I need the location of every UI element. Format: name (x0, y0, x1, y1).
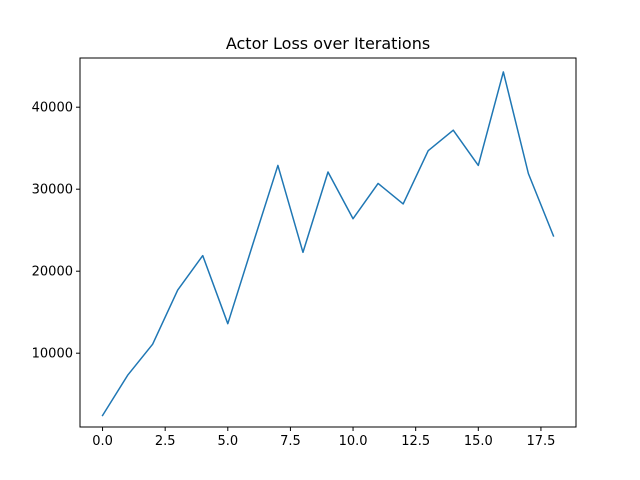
y-tick-label: 30000 (32, 183, 73, 198)
chart-title: Actor Loss over Iterations (226, 34, 430, 53)
x-tick-label: 2.5 (155, 434, 176, 449)
x-tick-label: 10.0 (339, 434, 368, 449)
y-tick-label: 10000 (32, 347, 73, 362)
x-tick-label: 17.5 (526, 434, 555, 449)
plot-area-frame (79, 57, 577, 428)
y-axis-ticks: 10000 20000 30000 40000 (32, 101, 80, 362)
x-tick-label: 7.5 (280, 434, 301, 449)
loss-series-line (101, 71, 555, 417)
x-tick-label: 0.0 (92, 434, 113, 449)
series-layer (101, 71, 555, 417)
x-tick-label: 12.5 (401, 434, 430, 449)
y-tick-label: 40000 (32, 101, 73, 116)
x-axis-ticks: 0.0 2.5 5.0 7.5 10.0 12.5 15.0 17.5 (92, 427, 555, 449)
x-tick-label: 15.0 (464, 434, 493, 449)
x-tick-label: 5.0 (217, 434, 238, 449)
y-tick-label: 20000 (32, 265, 73, 280)
